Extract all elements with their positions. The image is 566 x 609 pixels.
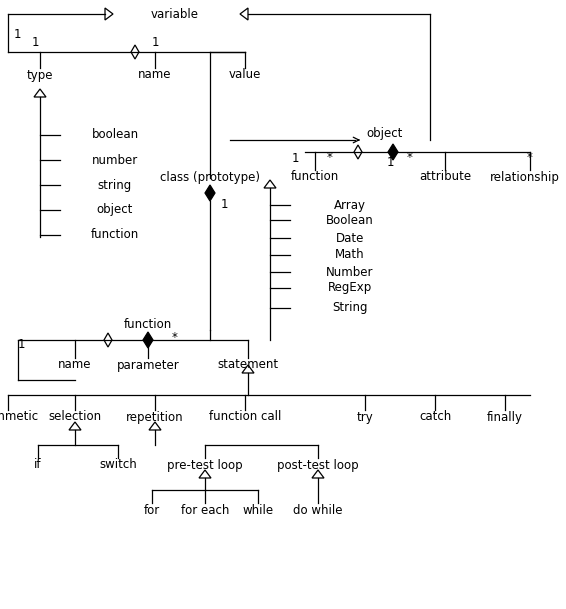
Text: 1: 1 — [31, 37, 38, 49]
Text: class (prototype): class (prototype) — [160, 172, 260, 185]
Text: finally: finally — [487, 410, 523, 423]
Text: number: number — [92, 153, 138, 166]
Text: attribute: attribute — [419, 171, 471, 183]
Text: RegExp: RegExp — [328, 281, 372, 295]
Text: 1: 1 — [14, 29, 22, 41]
Text: *: * — [327, 152, 333, 164]
Text: function call: function call — [209, 410, 281, 423]
Text: pre-test loop: pre-test loop — [167, 459, 243, 471]
Text: if: if — [35, 459, 42, 471]
Text: value: value — [229, 68, 261, 82]
Text: do while: do while — [293, 504, 343, 516]
Text: for each: for each — [181, 504, 229, 516]
Text: *: * — [527, 152, 533, 164]
Text: object: object — [97, 203, 133, 217]
Text: post-test loop: post-test loop — [277, 459, 359, 471]
Text: *: * — [407, 152, 413, 164]
Text: boolean: boolean — [92, 128, 139, 141]
Text: String: String — [332, 301, 368, 314]
Text: relationship: relationship — [490, 171, 560, 183]
Text: 1: 1 — [18, 339, 25, 351]
Text: selection: selection — [49, 410, 101, 423]
Text: function: function — [91, 228, 139, 242]
Text: function: function — [291, 171, 339, 183]
Text: statement: statement — [217, 359, 278, 371]
Text: catch: catch — [419, 410, 451, 423]
Text: name: name — [58, 359, 92, 371]
Text: for: for — [144, 504, 160, 516]
Polygon shape — [205, 185, 215, 201]
Text: switch: switch — [99, 459, 137, 471]
Text: name: name — [138, 68, 171, 82]
Text: Date: Date — [336, 231, 364, 244]
Text: try: try — [357, 410, 374, 423]
Text: function: function — [124, 319, 172, 331]
Text: 1: 1 — [151, 37, 158, 49]
Text: Array: Array — [334, 199, 366, 211]
Text: Math: Math — [335, 248, 365, 261]
Text: repetition: repetition — [126, 410, 184, 423]
Text: type: type — [27, 68, 53, 82]
Text: object: object — [367, 127, 403, 139]
Text: string: string — [98, 178, 132, 191]
Text: arithmetic: arithmetic — [0, 410, 38, 423]
Text: *: * — [172, 331, 178, 343]
Text: 1: 1 — [220, 197, 228, 211]
Polygon shape — [143, 332, 153, 348]
Text: 1: 1 — [386, 155, 394, 169]
Text: parameter: parameter — [117, 359, 179, 371]
Polygon shape — [388, 144, 398, 160]
Text: while: while — [242, 504, 273, 516]
Text: variable: variable — [151, 7, 199, 21]
Text: Number: Number — [326, 266, 374, 278]
Text: Boolean: Boolean — [326, 214, 374, 227]
Text: 1: 1 — [291, 152, 299, 164]
